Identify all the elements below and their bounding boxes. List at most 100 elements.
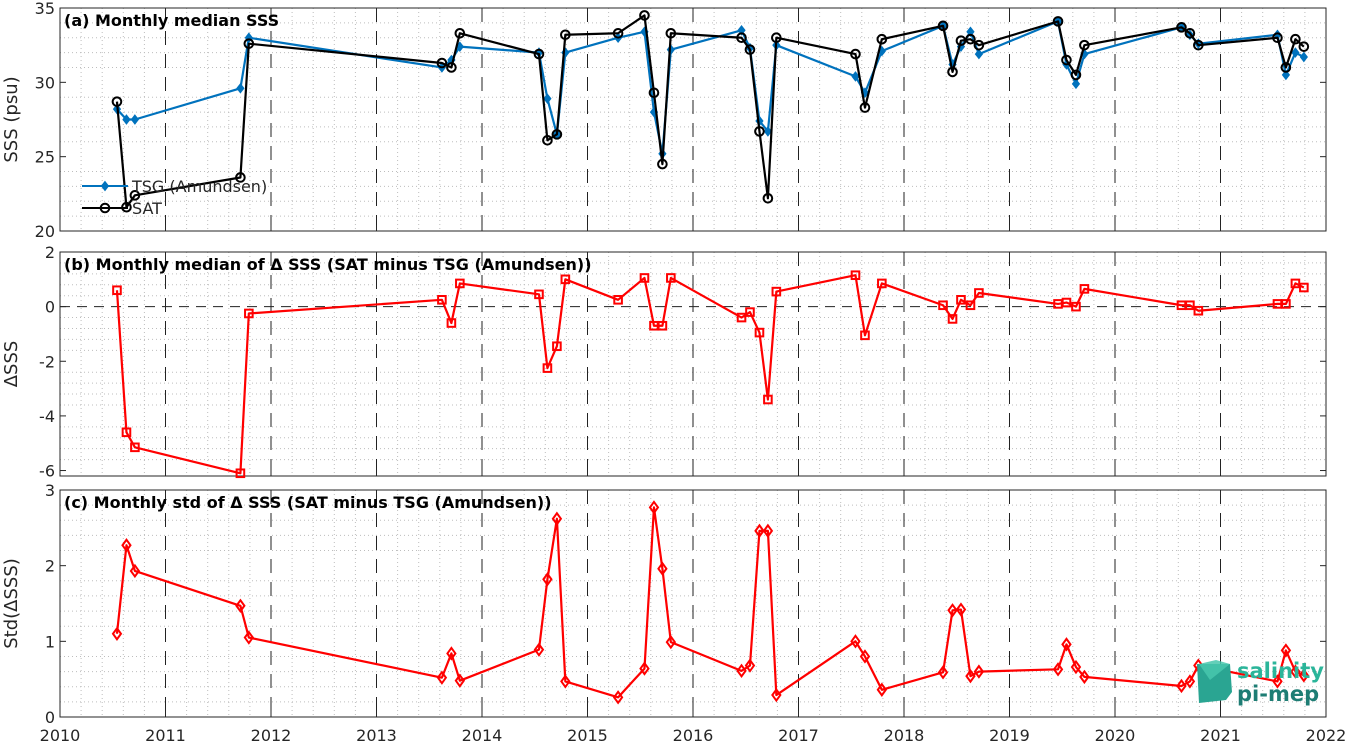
data-point	[1281, 69, 1291, 81]
data-point	[454, 27, 466, 39]
data-point	[1061, 297, 1072, 308]
series-line	[115, 274, 1305, 475]
data-point	[665, 27, 677, 39]
data-point	[436, 57, 448, 69]
data-point	[1291, 47, 1300, 58]
data-point	[560, 274, 571, 285]
data-point	[455, 278, 465, 289]
legend-marker	[100, 180, 110, 192]
data-point	[955, 602, 967, 617]
x-tick-label: 2010	[40, 726, 81, 745]
data-point	[1272, 674, 1283, 689]
x-tick-label: 2022	[1306, 726, 1347, 745]
data-point	[657, 158, 668, 170]
data-point	[121, 538, 132, 553]
data-point	[737, 24, 746, 36]
data-point	[1061, 637, 1072, 652]
data-point	[860, 330, 870, 341]
panel-title: (c) Monthly std of Δ SSS (SAT minus TSG …	[64, 493, 552, 512]
panel-title: (a) Monthly median SSS	[64, 11, 279, 30]
data-point	[851, 71, 860, 82]
data-point	[436, 670, 448, 685]
data-point	[859, 102, 871, 113]
series-delta	[111, 500, 1310, 705]
y-axis-label: ΔSSS	[1, 341, 22, 388]
series-line	[116, 20, 1305, 155]
x-tick-label: 2015	[567, 726, 608, 745]
data-point	[876, 33, 888, 45]
data-point	[639, 10, 650, 21]
data-point	[236, 82, 245, 94]
data-point	[1079, 284, 1090, 294]
data-point	[446, 318, 457, 328]
panel-3: 2010 2011 2012 2013 2014 2015 2016 2017 2018 2019…	[1, 481, 1346, 745]
data-point	[666, 273, 676, 283]
data-point	[121, 427, 132, 438]
data-point	[112, 285, 122, 296]
data-point	[754, 523, 765, 539]
data-point	[974, 288, 984, 298]
data-point	[542, 135, 553, 146]
legend: TSG (Amundsen) SAT	[82, 177, 267, 218]
legend-marker	[99, 202, 111, 214]
data-point	[130, 114, 140, 125]
data-point	[648, 87, 660, 99]
data-point	[130, 442, 140, 453]
x-tick-label: 2013	[356, 726, 397, 745]
data-point	[560, 674, 571, 689]
x-tick-label: 2021	[1200, 726, 1241, 745]
x-tick-label: 2014	[462, 726, 503, 745]
data-point	[235, 468, 246, 479]
x-tick-label: 2020	[1095, 726, 1136, 745]
data-point	[744, 658, 756, 673]
y-tick-label: 30	[35, 73, 55, 92]
data-point	[938, 300, 948, 311]
y-tick-label: 20	[35, 222, 55, 241]
data-point	[111, 626, 123, 641]
y-tick-label: 25	[35, 148, 55, 167]
data-point	[1272, 32, 1283, 44]
data-point	[543, 93, 552, 105]
data-point	[613, 295, 623, 305]
data-point	[612, 690, 624, 705]
logo-text-pi-mep: pi-mep	[1237, 682, 1319, 706]
data-point	[937, 20, 949, 32]
y-tick-label: 35	[35, 0, 55, 18]
salinity-pi-mep-logo: salinity pi-mep	[1197, 659, 1324, 706]
data-point	[1079, 669, 1090, 685]
data-point	[973, 664, 985, 679]
y-tick-label: 2	[45, 243, 55, 262]
data-point	[762, 523, 774, 539]
logo-facet-icon	[1199, 660, 1230, 680]
data-point	[736, 663, 747, 679]
y-tick-label: -2	[39, 352, 55, 371]
legend-label: SAT	[132, 199, 162, 218]
data-point	[762, 192, 774, 204]
data-point	[122, 114, 131, 125]
data-point	[533, 642, 545, 657]
data-point	[763, 126, 773, 137]
data-point	[551, 129, 563, 140]
x-tick-label: 2012	[251, 726, 292, 745]
data-point	[657, 320, 668, 331]
panel-1: 20 25 30 35 SSS (psu) (a) Monthly median SSS T…	[1, 0, 1327, 241]
data-point	[1193, 305, 1204, 316]
data-point	[1071, 301, 1081, 312]
data-point	[771, 286, 782, 297]
logo-text-salinity: salinity	[1237, 659, 1324, 683]
panel-2: -6 -4 -2 0 2 ΔSSS (b) Monthly median of Δ SSS …	[1, 243, 1327, 481]
data-point	[736, 312, 747, 323]
data-point	[859, 649, 871, 664]
data-point	[937, 665, 949, 680]
series-line	[115, 14, 1305, 209]
data-point	[1070, 69, 1082, 81]
data-point	[966, 26, 975, 38]
data-point	[1299, 282, 1309, 293]
y-tick-label: 3	[45, 481, 55, 500]
y-tick-label: -4	[39, 407, 55, 426]
data-point	[877, 278, 887, 289]
data-point	[612, 27, 624, 39]
data-point	[437, 295, 447, 305]
data-point	[129, 190, 141, 201]
data-point	[956, 295, 966, 305]
